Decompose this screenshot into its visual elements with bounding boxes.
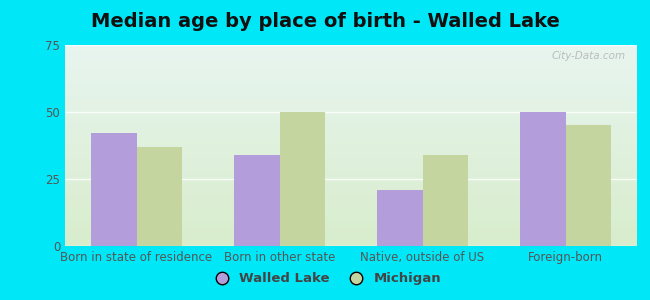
Bar bbox=[377, 190, 423, 246]
Bar bbox=[520, 112, 566, 246]
Text: Median age by place of birth - Walled Lake: Median age by place of birth - Walled La… bbox=[90, 12, 560, 31]
Bar bbox=[422, 155, 468, 246]
Bar bbox=[234, 155, 280, 246]
Text: City-Data.com: City-Data.com bbox=[551, 51, 625, 61]
Bar bbox=[136, 147, 182, 246]
Bar bbox=[566, 125, 611, 246]
Legend: Walled Lake, Michigan: Walled Lake, Michigan bbox=[203, 267, 447, 290]
Bar bbox=[91, 134, 136, 246]
Bar bbox=[280, 112, 325, 246]
